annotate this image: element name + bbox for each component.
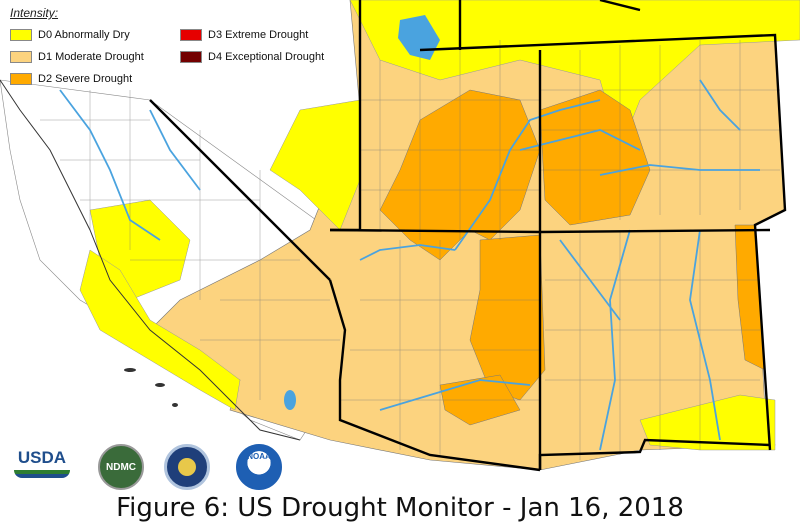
legend-label-d1: D1 Moderate Drought — [38, 51, 144, 63]
noaa-text: NOAA — [247, 452, 271, 461]
swatch-d0 — [10, 29, 32, 41]
legend-item-d4: D4 Exceptional Drought — [180, 50, 324, 64]
usda-logo: USDA — [14, 448, 70, 486]
salton-sea — [284, 390, 296, 410]
swatch-d3 — [180, 29, 202, 41]
swatch-d2 — [10, 73, 32, 85]
agency-logos: USDA NDMC NOAA — [14, 440, 314, 492]
ndmc-logo: NDMC — [98, 444, 144, 490]
channel-islands — [124, 368, 178, 407]
department-of-commerce-seal-icon — [164, 444, 210, 490]
legend-label-d3: D3 Extreme Drought — [208, 29, 309, 41]
ndmc-text: NDMC — [106, 461, 136, 473]
swatch-d4 — [180, 51, 202, 63]
rivers — [59, 79, 760, 451]
usda-stripe-icon — [14, 470, 70, 478]
coastline — [0, 79, 301, 441]
swatch-d1 — [10, 51, 32, 63]
legend-item-d1: D1 Moderate Drought — [10, 50, 144, 64]
legend: Intensity: D0 Abnormally Dry D1 Moderate… — [8, 4, 358, 92]
figure-caption: Figure 6: US Drought Monitor - Jan 16, 2… — [116, 493, 684, 523]
legend-item-d0: D0 Abnormally Dry — [10, 28, 130, 42]
legend-label-d0: D0 Abnormally Dry — [38, 29, 130, 41]
state-borders — [149, 0, 787, 472]
drought-map — [0, 0, 800, 472]
d2-severe-colorado — [539, 89, 651, 226]
legend-label-d4: D4 Exceptional Drought — [208, 51, 325, 63]
noaa-logo: NOAA — [236, 444, 282, 490]
legend-item-d3: D3 Extreme Drought — [180, 28, 308, 42]
d0-dry-se-nm — [639, 394, 776, 451]
legend-title: Intensity: — [10, 6, 59, 20]
usda-text: USDA — [17, 448, 67, 467]
legend-item-d2: D2 Severe Drought — [10, 72, 132, 86]
legend-label-d2: D2 Severe Drought — [38, 73, 133, 85]
